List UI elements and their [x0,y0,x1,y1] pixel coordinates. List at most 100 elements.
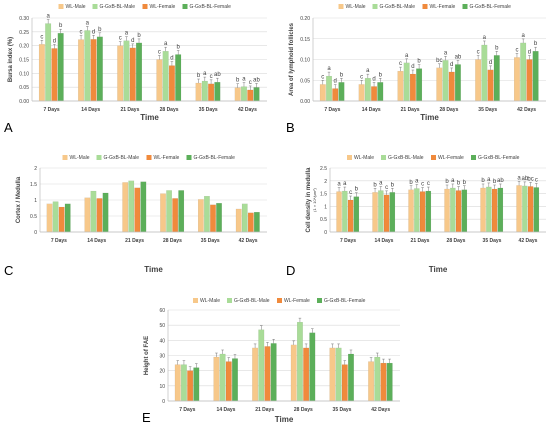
x-tick-label: 42 Days [239,238,258,244]
x-tick-label: 35 Days [201,238,220,244]
x-axis-title: Time [144,265,163,274]
legend-label: G-GxB-BL-Female [194,155,236,161]
bar [160,193,166,233]
bar [389,192,396,233]
legend-label: WL-Male [66,4,86,10]
significance-letter: a [451,178,455,184]
bar [533,187,540,233]
bar [377,82,384,102]
significance-letter: bc [436,58,442,64]
legend-label: G-GxB-BL-Male [100,4,136,10]
significance-letter: a [86,20,90,26]
bar [102,192,109,233]
y-tick-label: 0.20 [300,16,310,22]
significance-letter: c [119,36,122,42]
significance-letter: a [366,68,370,74]
bar [338,82,345,102]
significance-letter: a [242,77,246,83]
bar [253,87,260,102]
legend-label: WL-Female [284,298,310,304]
bar [442,60,449,102]
bar [347,199,354,233]
significance-letter: b [409,180,413,186]
x-tick-label: 42 Days [238,107,257,113]
bar [454,64,461,102]
significance-letter: a [46,14,50,20]
bar [219,353,226,402]
significance-letter: d [528,50,531,56]
significance-letter: ab [253,77,260,83]
significance-letter: b [495,45,499,51]
significance-letter: c [360,74,363,80]
y-tick-label: 0.25 [19,30,29,36]
y-axis-subtitle: (1 × 10⁴/µm²) [312,187,317,211]
legend-label: G-GxB-BL-Male [234,298,270,304]
significance-letter: ab [455,54,462,60]
y-tick-label: 0.5 [30,214,37,220]
bar [178,190,185,233]
bar [527,186,534,233]
x-tick-label: 35 Days [478,107,497,113]
significance-letter: c [80,30,83,36]
x-tick-label: 35 Days [483,238,502,244]
bar [216,203,222,233]
bar [240,86,247,102]
bar [303,347,310,402]
bar [252,347,259,402]
significance-letter: b [373,182,377,188]
significance-letter: a [327,66,331,72]
significance-letter: a [379,181,383,187]
bar [380,362,387,402]
legend-swatch [193,298,198,303]
bar [129,47,136,102]
y-tick-label: 1.5 [30,182,37,188]
bar [341,364,348,402]
bar [358,84,365,102]
bar [58,206,65,233]
x-tick-label: 21 Days [411,238,430,244]
bar [264,346,271,402]
significance-letter: c [535,177,538,183]
y-tick-label: 10 [159,384,165,390]
x-tick-label: 14 Days [87,238,106,244]
legend-swatch [96,155,102,160]
bar [162,51,169,102]
significance-letter: c [477,50,480,56]
bar [493,55,500,102]
bar [309,332,316,402]
bar [57,33,64,102]
bar [210,204,216,233]
bar [487,69,494,102]
legend-swatch [471,155,476,160]
significance-letter: a [343,181,347,187]
legend-label: WL-Female [438,155,464,161]
y-tick-label: 2 [324,179,327,185]
bar [172,198,179,233]
bar [290,344,297,402]
significance-letter: c [427,181,430,187]
y-tick-label: 0.10 [300,58,310,64]
bar [247,212,254,233]
bar [448,71,455,102]
bar [374,356,381,402]
y-tick-label: 0 [34,230,37,236]
significance-letter: a [483,35,487,41]
x-tick-label: 7 Days [340,238,356,244]
significance-letter: c [515,47,518,53]
significance-letter: b [534,41,538,47]
x-axis-title: Time [429,265,448,274]
bar [64,203,71,233]
bar [336,191,342,233]
bar [51,48,58,102]
bar [187,370,194,402]
bar [386,362,393,402]
legend-label: G-GxB-BL-Male [104,155,140,161]
bar [180,364,187,402]
bar [364,78,371,102]
y-tick-label: 0.5 [320,217,327,223]
x-tick-label: 7 Days [44,107,60,113]
bar [368,361,375,402]
y-axis-title: Cortex / Medulla [16,176,22,223]
